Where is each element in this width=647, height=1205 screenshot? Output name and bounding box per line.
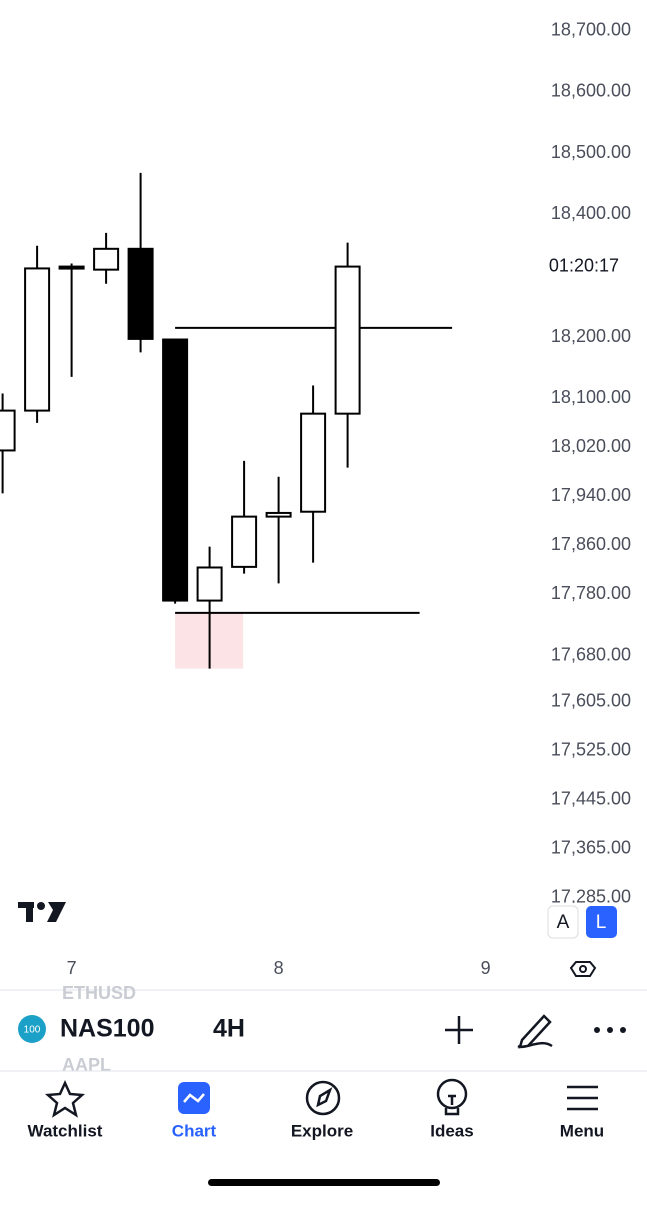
symbol-badge bbox=[18, 1015, 46, 1043]
candle-body bbox=[231, 515, 258, 568]
candle-body bbox=[127, 247, 154, 340]
candle-body bbox=[93, 247, 120, 271]
chart-area bbox=[0, 172, 453, 669]
y-tick-label: 17,940.00 bbox=[551, 485, 631, 505]
candle-body bbox=[162, 338, 189, 602]
x-tick-label: 8 bbox=[274, 958, 284, 978]
y-tick-label: 18,400.00 bbox=[551, 203, 631, 223]
tab-label[interactable]: Ideas bbox=[430, 1121, 473, 1140]
faded-symbol: ETHUSD bbox=[62, 983, 136, 1003]
y-tick-label: 17,525.00 bbox=[551, 739, 631, 759]
ideas-icon bbox=[436, 1078, 468, 1110]
y-tick-label: 17,365.00 bbox=[551, 838, 631, 858]
y-tick-label: 18,200.00 bbox=[551, 326, 631, 346]
button-label: A bbox=[557, 912, 570, 933]
tab-label[interactable]: Explore bbox=[291, 1121, 353, 1140]
tab-icons bbox=[44, 1078, 598, 1118]
auto-scale-button[interactable] bbox=[547, 905, 579, 939]
chart-icon-line bbox=[183, 1093, 205, 1103]
candle-body bbox=[265, 511, 292, 518]
draw-icon[interactable] bbox=[517, 1014, 553, 1049]
explore-needle bbox=[316, 1087, 333, 1108]
toolbar-icons bbox=[445, 1014, 553, 1049]
candle-body bbox=[0, 409, 16, 452]
menu-icon bbox=[567, 1085, 598, 1111]
candle-body bbox=[24, 267, 51, 412]
x-tick-label: 9 bbox=[481, 958, 491, 978]
x-axis: 7 8 9 bbox=[67, 958, 491, 978]
tab-label[interactable]: Watchlist bbox=[28, 1121, 103, 1140]
y-tick-label: 17,780.00 bbox=[551, 583, 631, 603]
symbol[interactable]: NAS100 bbox=[60, 1015, 155, 1043]
y-tick-label: 18,500.00 bbox=[551, 142, 631, 162]
home-indicator bbox=[208, 1179, 440, 1186]
tab-label[interactable]: Menu bbox=[560, 1121, 604, 1140]
candle-body bbox=[334, 265, 361, 415]
candle-body bbox=[300, 412, 327, 513]
y-tick-label: 17,605.00 bbox=[551, 690, 631, 710]
button-label: L bbox=[596, 912, 607, 933]
explore-icon bbox=[305, 1080, 341, 1116]
interval[interactable]: 4H bbox=[213, 1015, 245, 1043]
y-tick-label: 17,445.00 bbox=[551, 789, 631, 809]
watchlist-icon bbox=[44, 1079, 86, 1118]
settings-icon-dot bbox=[579, 965, 587, 973]
x-tick-label: 7 bbox=[67, 958, 77, 978]
countdown: 01:20:17 bbox=[549, 255, 619, 275]
y-tick-label: 17,680.00 bbox=[551, 644, 631, 664]
y-tick-label: 18,020.00 bbox=[551, 436, 631, 456]
tv-logo bbox=[18, 902, 66, 922]
log-scale-button[interactable] bbox=[586, 906, 617, 938]
y-tick-label: 17,860.00 bbox=[551, 534, 631, 554]
symbol-badge-text: 100 bbox=[24, 1025, 41, 1036]
faded-symbol: AAPL bbox=[62, 1055, 111, 1075]
tab-label[interactable]: Chart bbox=[172, 1121, 217, 1140]
more-icon[interactable] bbox=[594, 1027, 626, 1033]
candle-body bbox=[196, 566, 223, 602]
y-tick-label: 18,600.00 bbox=[551, 81, 631, 101]
y-tick-label: 17,285.00 bbox=[551, 887, 631, 907]
y-tick-label: 18,100.00 bbox=[551, 387, 631, 407]
y-tick-label: 18,700.00 bbox=[551, 19, 631, 39]
ideas-bulb bbox=[444, 1094, 460, 1116]
add-icon[interactable] bbox=[445, 1016, 473, 1044]
settings-icon[interactable] bbox=[569, 961, 597, 977]
candle-body bbox=[58, 265, 85, 270]
